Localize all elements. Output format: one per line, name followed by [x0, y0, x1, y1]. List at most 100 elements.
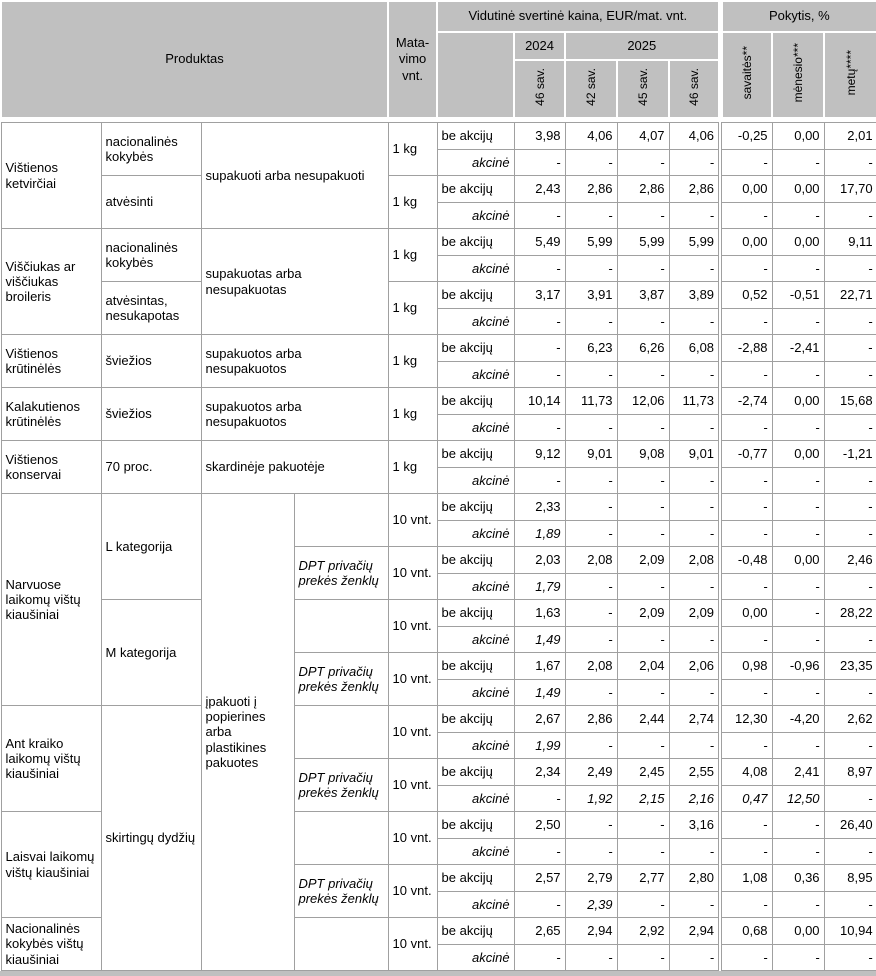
cell: -0,25	[718, 122, 773, 150]
cell: -	[616, 811, 670, 839]
header-col-week-2024-46: 46 sav.	[513, 59, 567, 119]
cell: 10 vnt.	[387, 599, 438, 653]
cell: 10 vnt.	[387, 917, 438, 971]
header-year-2024: 2024	[513, 31, 567, 61]
cell: akcinė	[436, 360, 515, 388]
cell: Kalakutienos krūtinėlės	[0, 387, 102, 441]
cell: DPT privačių prekės ženklų	[293, 652, 389, 706]
cell: 3,16	[668, 811, 721, 839]
cell: -	[718, 625, 773, 653]
cell: be akcijų	[436, 758, 515, 786]
cell: -	[771, 572, 825, 600]
cell: 1,99	[513, 731, 566, 759]
cell: -	[771, 811, 825, 839]
cell: -	[616, 890, 670, 918]
cell: -	[564, 493, 618, 521]
cell: Vištienos ketvirčiai	[0, 122, 102, 229]
cell: 2,04	[616, 652, 670, 680]
week-label: 45 sav.	[636, 67, 651, 106]
cell: 2,94	[564, 917, 618, 945]
cell: -	[823, 678, 876, 706]
cell: be akcijų	[436, 228, 515, 256]
cell: M kategorija	[100, 599, 202, 706]
cell: 6,23	[564, 334, 618, 362]
cell: -4,20	[771, 705, 825, 733]
cell: 2,86	[616, 175, 670, 203]
cell: 1 kg	[387, 387, 438, 441]
cell: -	[823, 890, 876, 918]
cell: -	[513, 413, 566, 441]
cell: -	[718, 148, 773, 176]
cell: -	[771, 254, 825, 282]
cell: 0,00	[771, 387, 825, 415]
header-col-menesio: mėnesio***	[771, 31, 826, 119]
cell: -	[718, 837, 773, 865]
cell: 22,71	[823, 281, 876, 309]
header-col-savaites: savaitės**	[717, 31, 774, 119]
cell: -	[564, 678, 618, 706]
cell: 2,01	[823, 122, 876, 150]
cell: 2,43	[513, 175, 566, 203]
cell: DPT privačių prekės ženklų	[293, 546, 389, 600]
cell: -	[718, 254, 773, 282]
header-year-2025: 2025	[564, 31, 722, 61]
cell: 2,15	[616, 784, 670, 812]
table-row: atvėsinti 1 kg be akcijų 2,43 2,86 2,86 2,86 0,…	[1, 175, 876, 229]
table-row: Viščiukas ar viščiukas broileris nacional…	[0, 228, 876, 335]
cell: 10 vnt.	[387, 493, 438, 547]
cell: 2,39	[564, 890, 618, 918]
header-col-week-2025-45: 45 sav.	[616, 59, 671, 119]
cell: be akcijų	[436, 917, 515, 945]
cell: 0,36	[771, 864, 825, 892]
cell: -	[823, 148, 876, 176]
cell: -	[718, 413, 773, 441]
cell: Viščiukas ar viščiukas broileris	[0, 228, 102, 335]
cell: -	[771, 307, 825, 335]
cell: -	[564, 811, 618, 839]
cell: -	[564, 307, 618, 335]
cell: -	[718, 943, 773, 971]
cell: 0,00	[718, 175, 773, 203]
cell: 2,08	[668, 546, 721, 574]
cell	[293, 705, 389, 759]
cell: -	[668, 890, 721, 918]
cell: -	[564, 519, 618, 547]
cell: -	[668, 493, 721, 521]
cell: -	[718, 466, 773, 494]
table-row: akcinė - - - - - - -	[1, 466, 876, 494]
cell: -	[616, 678, 670, 706]
cell: 1 kg	[387, 281, 438, 335]
header-matavimo-vnt: Mata- vimo vnt.	[387, 0, 439, 119]
cell: atvėsinti	[100, 175, 202, 229]
cell	[293, 599, 389, 653]
cell: -	[513, 466, 566, 494]
cell: 1,89	[513, 519, 566, 547]
table-header: Produktas Mata- vimo vnt. Vidutinė svert…	[0, 0, 876, 123]
cell: skirtingų dydžių	[100, 705, 202, 971]
cell: 12,50	[771, 784, 825, 812]
cell: 2,06	[668, 652, 721, 680]
separator	[1, 118, 876, 123]
cell: 1,67	[513, 652, 566, 680]
table-row: akcinė 1,49- - - - - -	[1, 678, 876, 706]
cell: -	[823, 334, 876, 362]
cell: 0,00	[771, 228, 825, 256]
cell: DPT privačių prekės ženklų	[293, 864, 389, 918]
cell: 2,33	[513, 493, 566, 521]
table-row: akcinė - - - - - - -	[1, 837, 876, 865]
cell: -	[668, 466, 721, 494]
cell: 1,63	[513, 599, 566, 627]
cell: -	[718, 572, 773, 600]
cell: 0,68	[718, 917, 773, 945]
cell: -	[513, 148, 566, 176]
table-row: DPT privačių prekės ženklų 10 vnt. be akci…	[1, 546, 876, 600]
cell: 9,08	[616, 440, 670, 468]
cell: 2,49	[564, 758, 618, 786]
cell: -	[668, 837, 721, 865]
cell: -	[564, 201, 618, 229]
cell: -	[668, 519, 721, 547]
cell: 2,41	[771, 758, 825, 786]
cell: Vištienos konservai	[0, 440, 102, 494]
cell: -	[564, 625, 618, 653]
cell: 2,16	[668, 784, 721, 812]
